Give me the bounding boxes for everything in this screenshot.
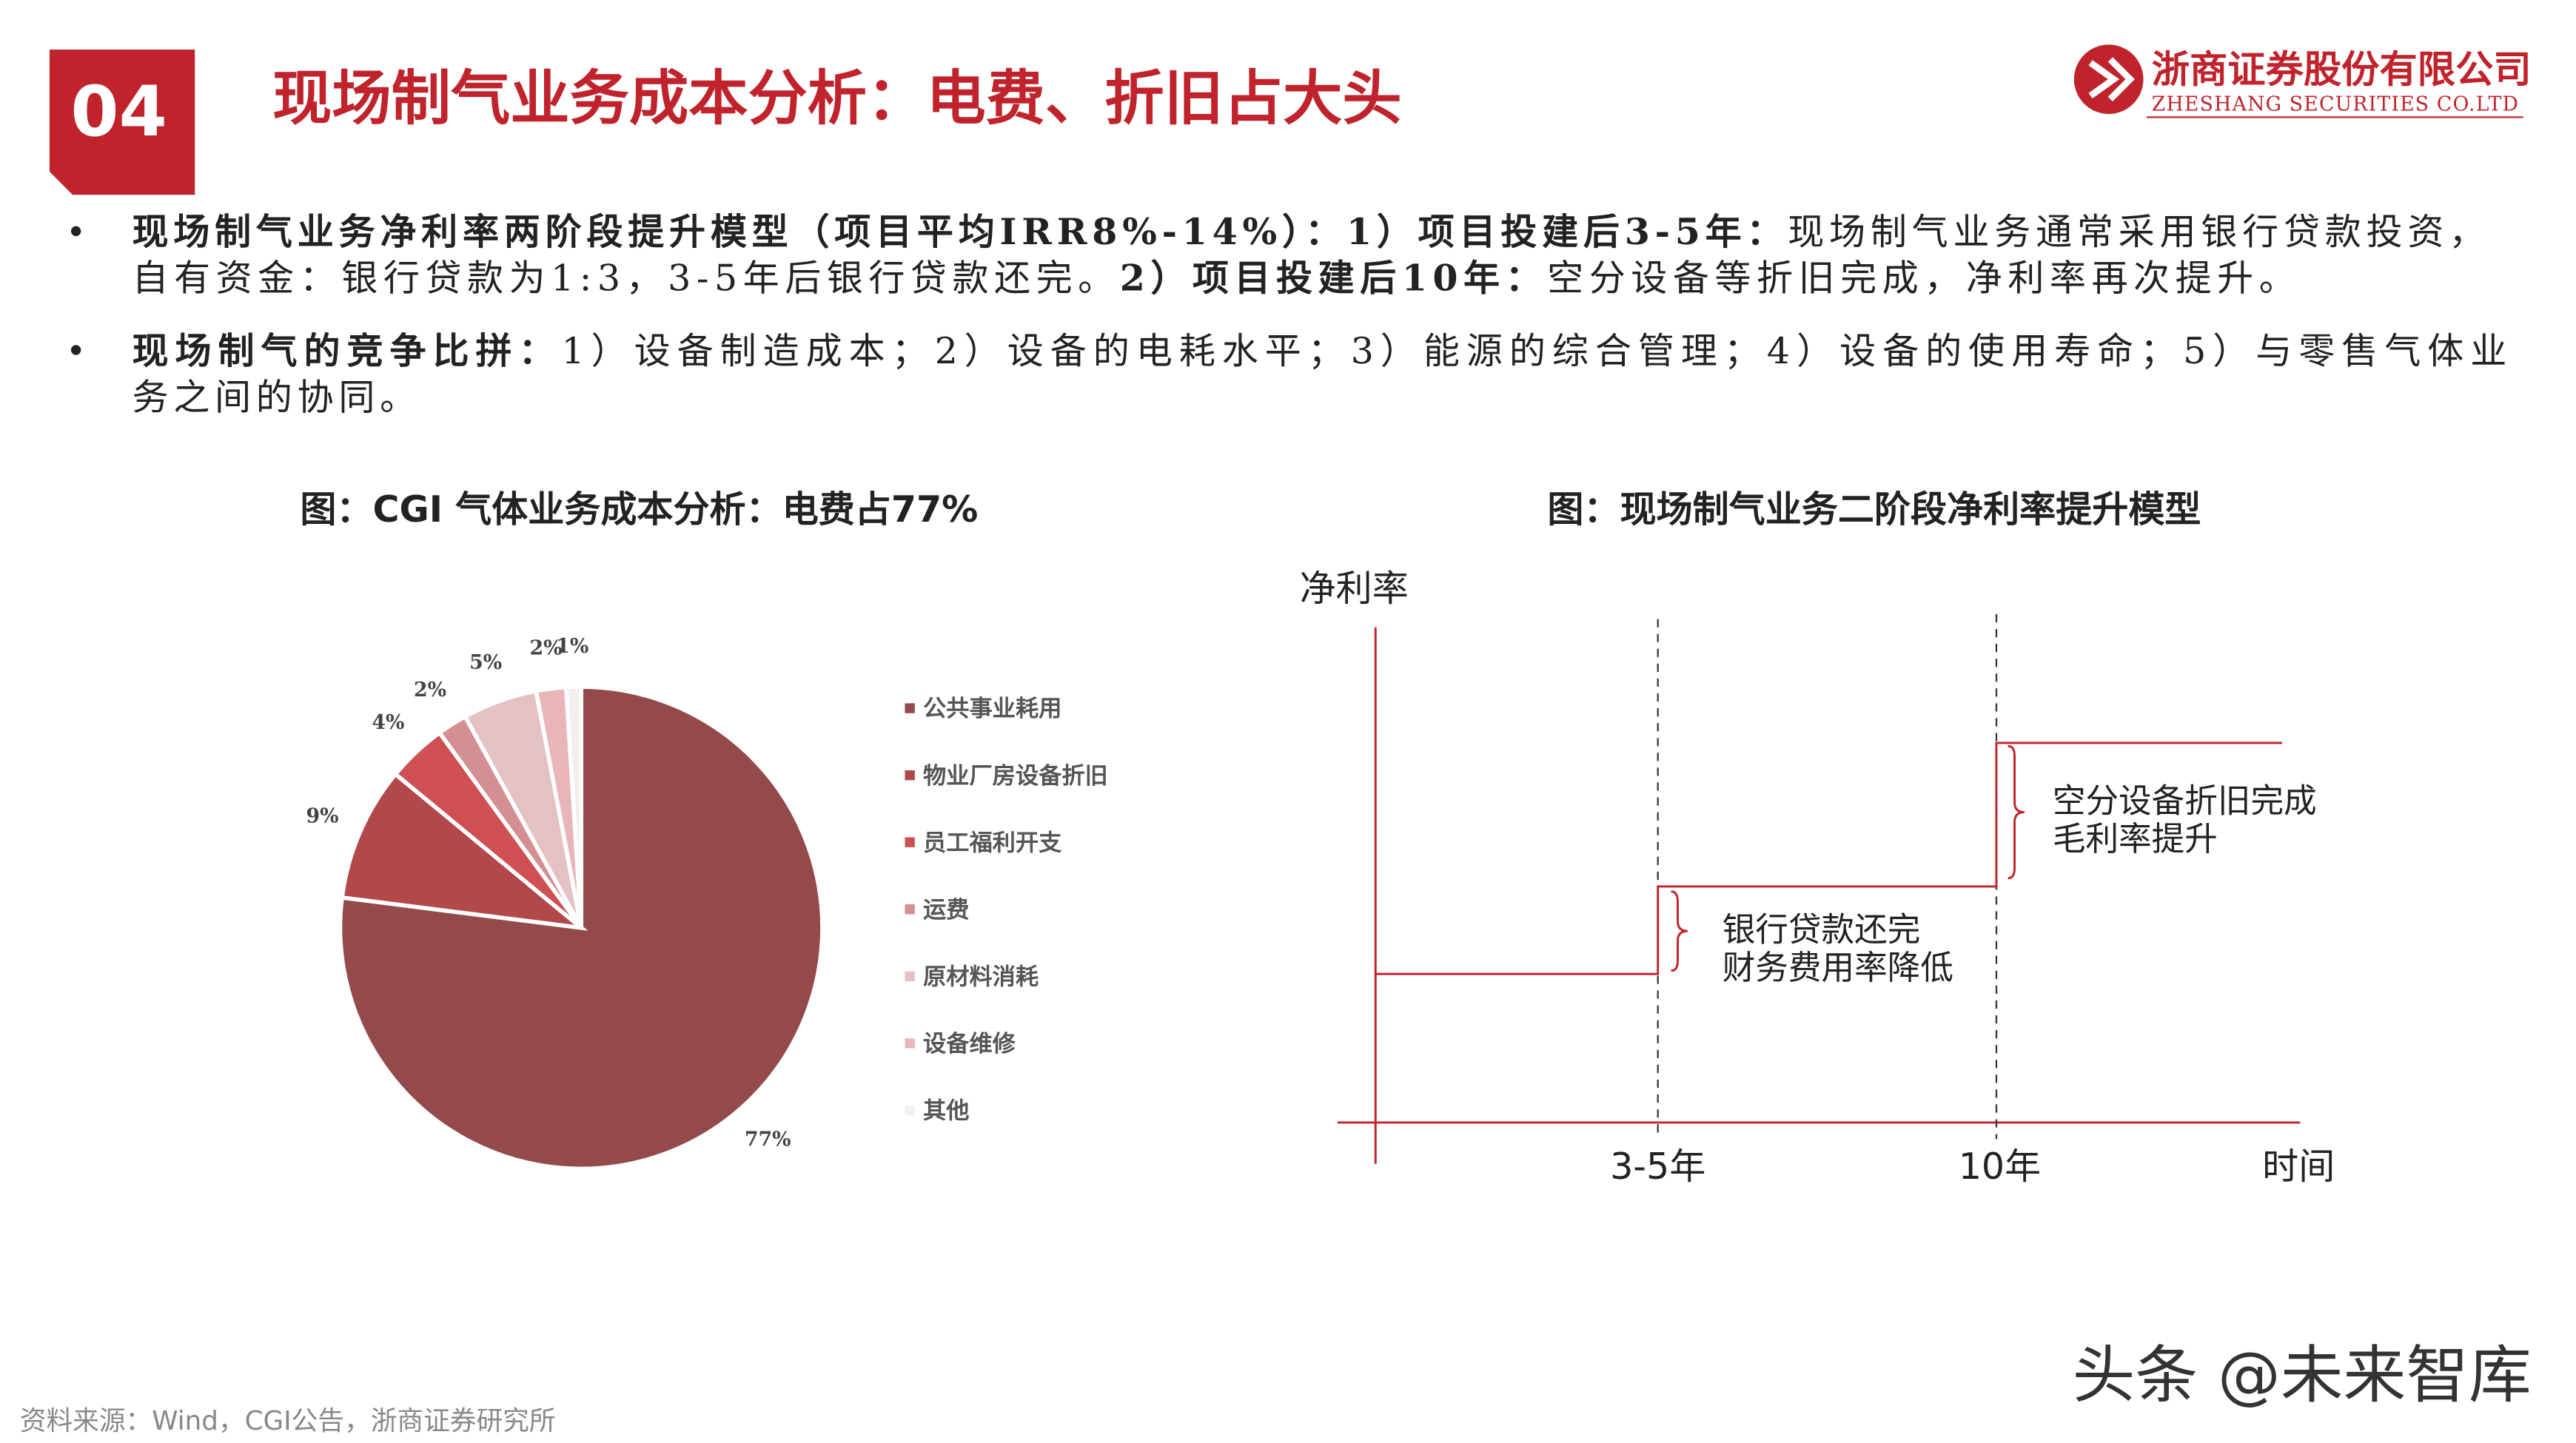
pie-slice <box>339 771 588 931</box>
legend-label: 运费 <box>923 897 969 924</box>
data-label: 9% <box>306 804 338 827</box>
bracket <box>1671 890 1688 972</box>
slide-title: 现场制气业务成本分析：电费、折旧占大头 <box>272 64 1402 133</box>
section-number: 04 <box>70 72 167 152</box>
data-label: 2% <box>529 637 562 660</box>
data-label: 1% <box>556 635 588 658</box>
step-diagram <box>1337 613 2301 1164</box>
legend-swatch <box>905 1105 915 1116</box>
data-label: 4% <box>372 711 404 734</box>
bullet-text: 空分设备等折旧完成，净利率再次提升。 <box>1547 257 2295 300</box>
legend-label: 设备维修 <box>923 1031 1016 1057</box>
bullet-line: 现场制气业务净利率两阶段提升模型（项目平均IRR8%-14%）：1）项目投建后3… <box>132 210 2485 253</box>
legend-label: 公共事业耗用 <box>923 696 1061 722</box>
annotation: 毛利率提升 <box>2053 820 2218 858</box>
annotation: 财务费用率降低 <box>1723 949 1953 987</box>
legend-swatch <box>905 1038 915 1049</box>
step-line <box>1375 741 2282 975</box>
legend-swatch <box>905 837 915 847</box>
data-label: 77% <box>745 1128 791 1151</box>
logo-en: ZHESHANG SECURITIES CO.LTD <box>2152 93 2518 116</box>
bullet-text: 自有资金：银行贷款为1:3，3-5年后银行贷款还完。 <box>132 257 1114 300</box>
bullet-dot <box>70 345 81 355</box>
bullet-text: 现场制气业务通常采用银行贷款投资， <box>1788 210 2485 253</box>
legend-swatch <box>905 770 915 781</box>
annotation: 空分设备折旧完成 <box>2053 782 2317 821</box>
bullet-text: 1）设备制造成本；2）设备的电耗水平；3）能源的综合管理；4）设备的使用寿命；5… <box>561 329 2506 372</box>
x-label: 10年 <box>1959 1145 2042 1188</box>
legend-label: 其他 <box>923 1098 969 1125</box>
logo-cn: 浙商证券股份有限公司 <box>2152 48 2532 92</box>
watermark: 头条 @未来智库 <box>2073 1338 2532 1411</box>
x-axis-label: 时间 <box>2262 1145 2335 1188</box>
data-label: 2% <box>414 679 446 702</box>
legend-label: 物业厂房设备折旧 <box>923 763 1108 790</box>
legend-swatch <box>905 904 915 915</box>
x-label: 3-5年 <box>1610 1145 1705 1188</box>
legend-swatch <box>905 703 915 713</box>
y-axis-label: 净利率 <box>1300 567 1409 610</box>
diagram-labels: 净利率 3-5年 10年 时间 银行贷款还完 财务费用率降低 空分设备折旧完成 … <box>1300 567 2335 1188</box>
bullet-dot <box>70 226 81 237</box>
bullet-bold: 现场制气业务净利率两阶段提升模型（项目平均IRR8%-14%）：1）项目投建后3… <box>132 210 1782 253</box>
chart-title: 图：CGI 气体业务成本分析：电费占77% <box>300 488 978 531</box>
annotation: 银行贷款还完 <box>1723 911 1921 949</box>
bullet-bold: 现场制气的竞争比拼： <box>132 329 554 372</box>
bullet-line: 现场制气的竞争比拼： 1）设备制造成本；2）设备的电耗水平；3）能源的综合管理；4… <box>132 329 2506 372</box>
diagram-title: 图：现场制气业务二阶段净利率提升模型 <box>1547 488 2201 531</box>
bullet-line: 自有资金：银行贷款为1:3，3-5年后银行贷款还完。 2）项目投建后10年： 空分设… <box>132 257 2295 300</box>
bullet-line: 务之间的协同。 <box>132 375 416 418</box>
data-label: 5% <box>469 651 502 674</box>
bullet-bold: 2）项目投建后10年： <box>1120 257 1542 300</box>
source: 资料来源：Wind，CGI公告，浙商证券研究所 <box>20 1406 556 1436</box>
number-block <box>49 49 195 195</box>
legend-label: 员工福利开支 <box>923 830 1062 856</box>
pie-slice <box>563 684 584 928</box>
logo-mark <box>2088 57 2136 102</box>
legend-label: 原材料消耗 <box>923 963 1039 990</box>
legend-swatch <box>905 971 915 982</box>
bracket <box>2008 744 2025 880</box>
bullets: 现场制气业务净利率两阶段提升模型（项目平均IRR8%-14%）：1）项目投建后3… <box>70 210 2506 418</box>
pie-chart: 77%9%4%2%5%2%1%公共事业耗用物业厂房设备折旧员工福利开支运费原材料… <box>306 635 1108 1171</box>
